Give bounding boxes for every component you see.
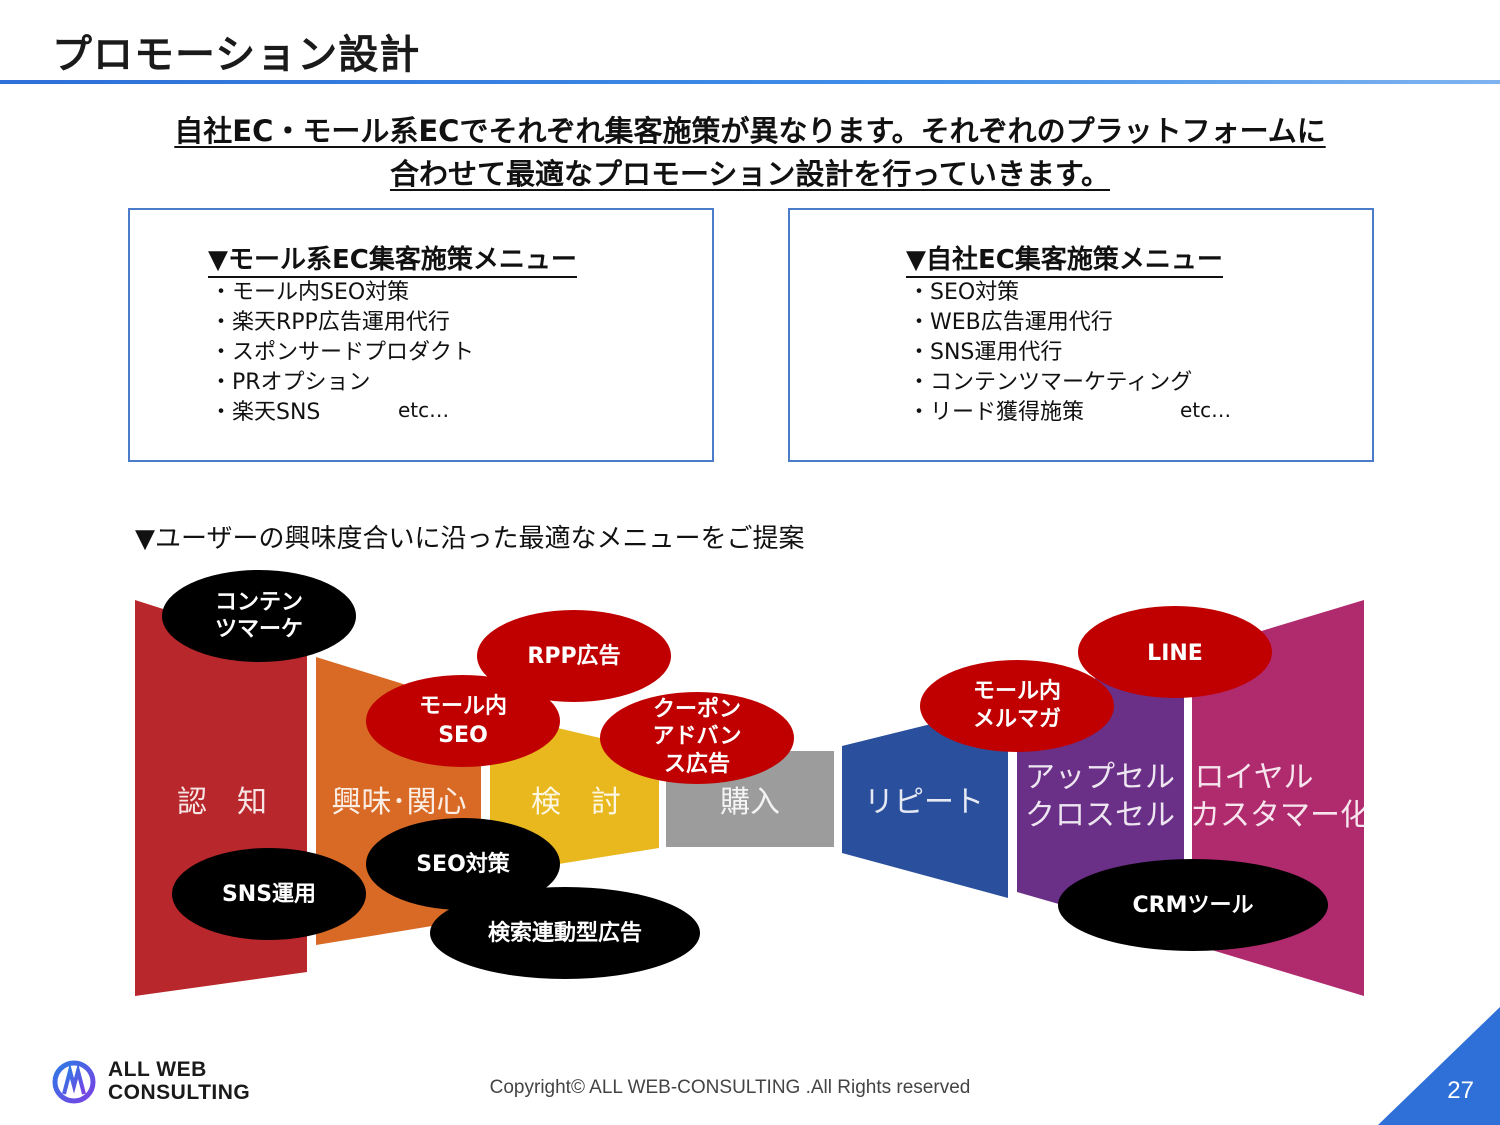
svg-text:LINE: LINE [1147, 641, 1203, 666]
own-menu-list: ・SEO対策 ・WEB広告運用代行 ・SNS運用代行 ・コンテンツマーケティング… [908, 278, 1192, 428]
svg-text:CRMツール: CRMツール [1133, 893, 1254, 918]
stage-label: クロスセル [1025, 798, 1175, 833]
corner-triangle [1378, 1007, 1500, 1125]
stage-label: 認 知 [177, 785, 267, 820]
svg-text:SEO対策: SEO対策 [416, 851, 511, 877]
svg-text:RPP広告: RPP広告 [527, 643, 620, 669]
svg-text:ツマーケ: ツマーケ [215, 617, 303, 642]
own-menu-heading: ▼自社EC集客施策メニュー [906, 244, 1223, 278]
list-item: ・リード獲得施策 [908, 400, 1085, 425]
mall-menu-heading: ▼モール系EC集客施策メニュー [208, 244, 577, 278]
svg-text:コンテン: コンテン [215, 590, 303, 615]
stage-label: 購入 [720, 785, 780, 820]
headline-line-1: 自社EC・モール系ECでそれぞれ集客施策が異なります。それぞれのプラットフォーム… [174, 114, 1326, 148]
stage-label: 検 討 [531, 785, 621, 820]
funnel-heading: ▼ユーザーの興味度合いに沿った最適なメニューをご提案 [135, 524, 805, 554]
own-menu-etc: etc… [1180, 398, 1232, 422]
svg-text:検索連動型広告: 検索連動型広告 [488, 920, 642, 946]
headline-line-2: 合わせて最適なプロモーション設計を行っていきます。 [389, 157, 1111, 191]
stage-label: カスタマー化 [1190, 798, 1370, 833]
list-item: ・SEO対策 [908, 280, 1020, 305]
mall-ec-menu-box: ▼モール系EC集客施策メニュー ・モール内SEO対策 ・楽天RPP広告運用代行 … [128, 208, 714, 462]
bubble-search-ads: 検索連動型広告 [430, 887, 700, 979]
logo-text: ALL WEB CONSULTING [108, 1058, 251, 1104]
stage-label: ロイヤル [1194, 760, 1313, 795]
company-logo: ALL WEB CONSULTING [50, 1058, 290, 1108]
title-divider [0, 80, 1500, 84]
page-title: プロモーション設計 [52, 32, 421, 78]
own-ec-menu-box: ▼自社EC集客施策メニュー ・SEO対策 ・WEB広告運用代行 ・SNS運用代行… [788, 208, 1374, 462]
bubble-mall-seo: モール内 SEO [366, 675, 560, 767]
headline: 自社EC・モール系ECでそれぞれ集客施策が異なります。それぞれのプラットフォーム… [0, 110, 1500, 196]
stage-label: 興味･関心 [332, 785, 467, 820]
list-item: ・楽天SNS [210, 400, 321, 425]
svg-text:SNS運用: SNS運用 [222, 882, 316, 907]
svg-text:モール内: モール内 [973, 679, 1061, 704]
svg-text:ス広告: ス広告 [664, 751, 730, 777]
list-item: ・コンテンツマーケティング [908, 370, 1193, 395]
list-item: ・SNS運用代行 [908, 340, 1063, 365]
svg-text:アドバン: アドバン [652, 724, 741, 749]
mall-menu-list: ・モール内SEO対策 ・楽天RPP広告運用代行 ・スポンサードプロダクト ・PR… [210, 278, 474, 428]
svg-text:メルマガ: メルマガ [973, 707, 1061, 732]
list-item: ・モール内SEO対策 [210, 280, 410, 305]
bubble-rpp-ads: RPP広告 [477, 610, 671, 702]
bubble-line: LINE [1078, 606, 1272, 698]
svg-text:クーポン: クーポン [653, 696, 741, 722]
bubble-crm: CRMツール [1058, 859, 1328, 951]
stage-label: アップセル [1025, 760, 1175, 795]
bubble-mall-newsletter: モール内 メルマガ [920, 660, 1114, 752]
bubble-content-marketing: コンテン ツマーケ [162, 570, 356, 662]
list-item: ・スポンサードプロダクト [210, 340, 475, 365]
mall-menu-etc: etc… [398, 398, 450, 422]
copyright: Copyright© ALL WEB-CONSULTING .All Right… [489, 1077, 971, 1098]
stage-repeat [842, 705, 1008, 898]
bubble-sns: SNS運用 [172, 848, 366, 940]
stage-label: リピート [864, 785, 984, 820]
list-item: ・PRオプション [210, 370, 371, 395]
list-item: ・楽天RPP広告運用代行 [210, 310, 450, 335]
svg-text:SEO: SEO [438, 723, 488, 748]
bubble-seo: SEO対策 [366, 818, 560, 910]
bubble-coupon-ads: クーポン アドバン ス広告 [600, 692, 794, 784]
svg-text:モール内: モール内 [419, 694, 507, 719]
page-number: 27 [1447, 1077, 1474, 1104]
logo-icon [52, 1060, 96, 1104]
list-item: ・WEB広告運用代行 [908, 310, 1113, 335]
